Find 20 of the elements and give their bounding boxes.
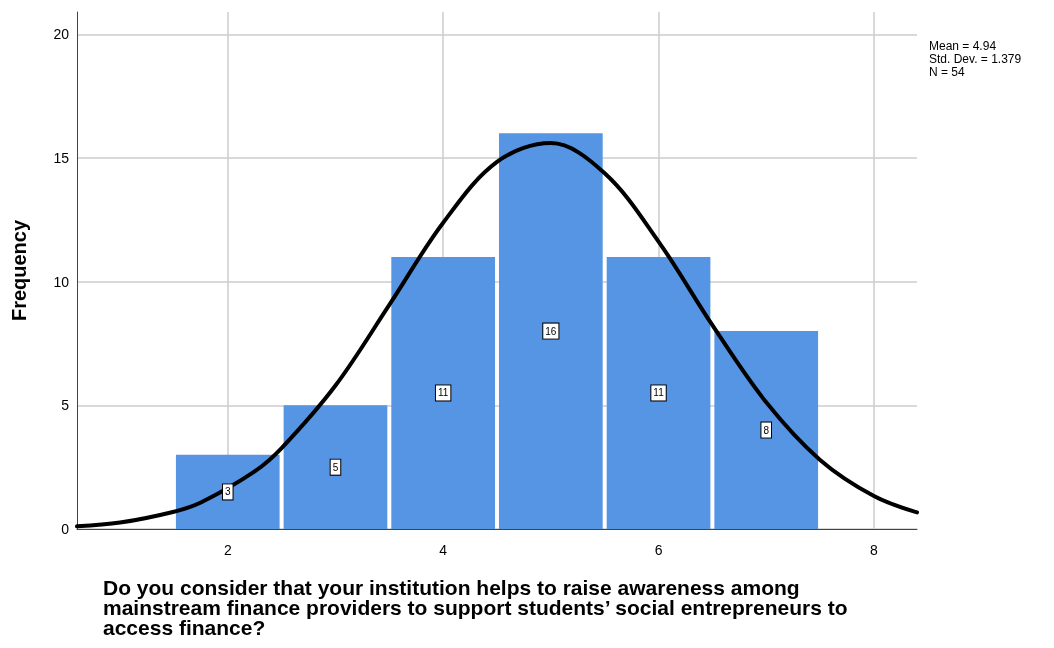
x-tick-label: 2 — [223, 542, 232, 558]
y-tick-label: 20 — [53, 26, 70, 43]
x-tick-label: 8 — [870, 542, 879, 558]
x-axis-title: Do you consider that your institution helps to raise awareness among mainstream finance providers to support students’ social entrepreneurs to access finance? — [103, 576, 854, 639]
y-axis-title: Frequency — [8, 219, 30, 322]
x-tick-label: 6 — [654, 542, 663, 558]
y-tick-label: 10 — [53, 273, 70, 290]
data-label: 8 — [763, 424, 770, 436]
data-label: 16 — [545, 325, 557, 337]
x-tick-label: 4 — [439, 542, 448, 558]
data-label: 3 — [224, 486, 231, 498]
y-tick-label: 0 — [61, 521, 70, 537]
text: N = 54 — [929, 65, 966, 79]
y-tick-label: 5 — [61, 397, 70, 414]
data-label: 5 — [332, 461, 339, 473]
data-label: 11 — [437, 387, 449, 399]
text: Std. Dev. = 1.379 — [929, 52, 1022, 66]
y-tick-label: 15 — [53, 149, 70, 166]
data-label: 11 — [653, 387, 665, 399]
text: Mean = 4.94 — [929, 39, 997, 53]
